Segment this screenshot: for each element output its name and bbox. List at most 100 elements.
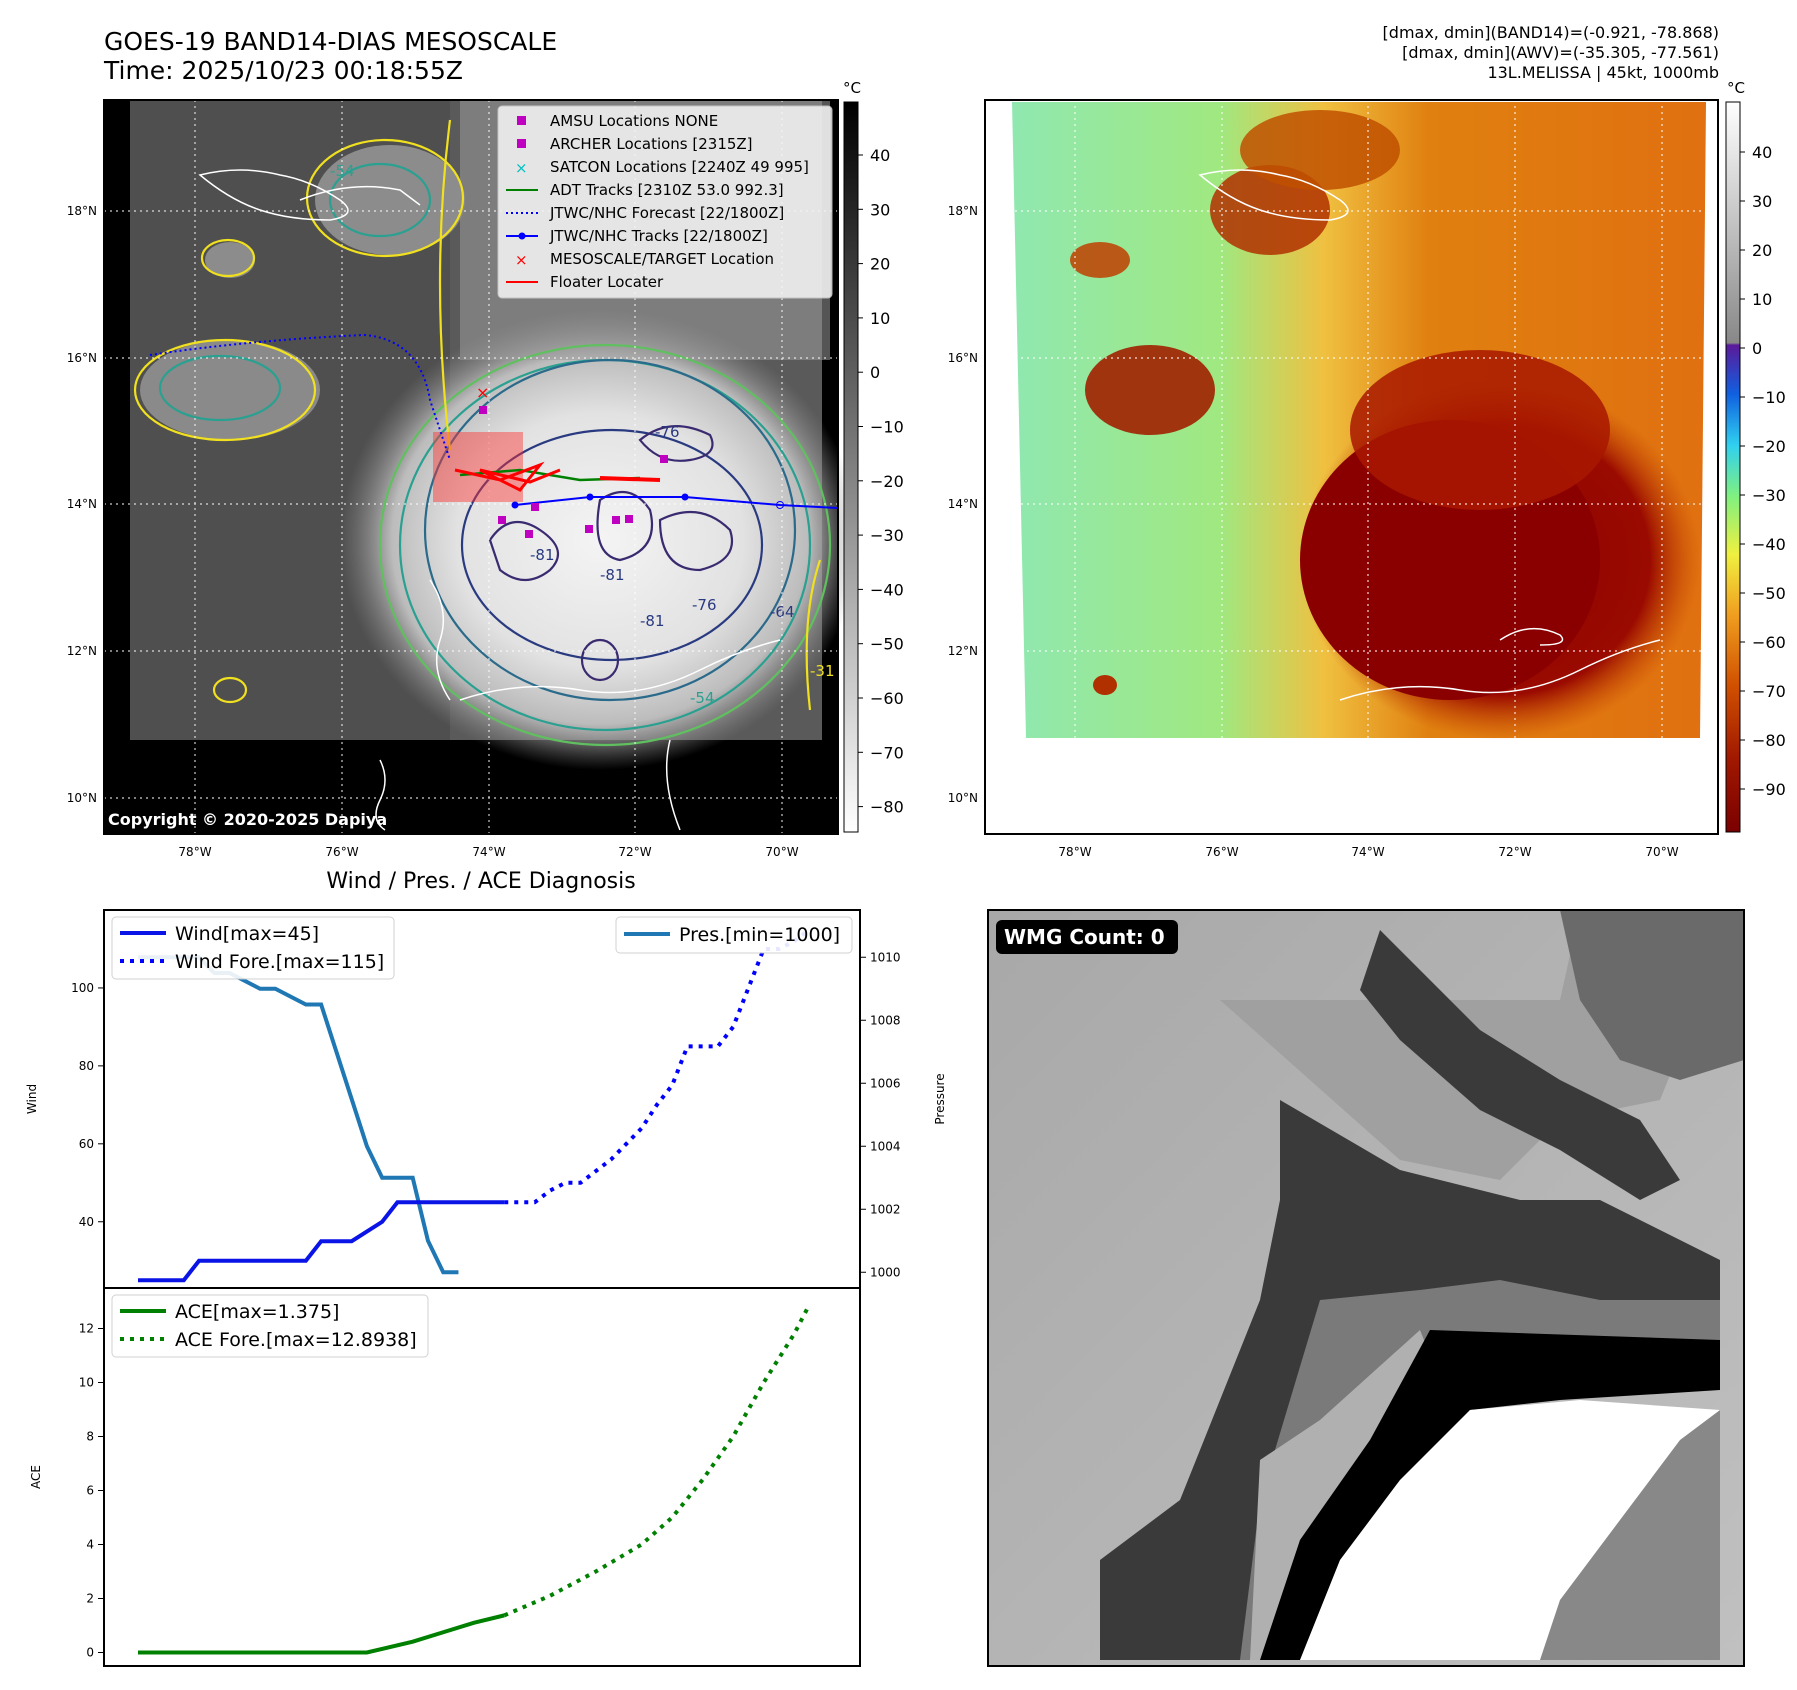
colorbar-tick-label: −80	[870, 798, 904, 817]
lon-label: 70°W	[765, 845, 798, 859]
contour-label: -31	[810, 662, 835, 680]
wind-legend: Wind[max=45] Wind Fore.[max=115]	[111, 916, 395, 980]
colorbar-tick-label: 0	[870, 363, 880, 382]
colorbar-tick-label: −50	[870, 635, 904, 654]
lon-label: 72°W	[618, 845, 651, 859]
wind-ytick-label: 60	[79, 1137, 94, 1151]
diagnosis-title: Wind / Pres. / ACE Diagnosis	[326, 869, 635, 894]
colorbar-tick-label: 40	[870, 146, 890, 165]
ace-ytick-label: 0	[86, 1646, 94, 1660]
legend-label: MESOSCALE/TARGET Location	[550, 250, 774, 268]
info-awv-range: [dmax, dmin](AWV)=(-35.305, -77.561)	[1402, 43, 1719, 62]
colorbar-tick-label: 10	[870, 309, 890, 328]
lon-label: 72°W	[1498, 845, 1531, 859]
lat-label: 14°N	[67, 497, 97, 511]
ace-ytick-label: 2	[86, 1592, 94, 1606]
colorbar-tick-label: −70	[1752, 682, 1786, 701]
legend-label: Floater Locater	[550, 273, 664, 291]
contour-label: -76	[655, 423, 680, 441]
colorbar-tick-label: −10	[870, 418, 904, 437]
colorbar-ir: °C 40 30 20 10 0 −10 −20 −30 −40 −50 −60 −70 −80	[843, 79, 904, 833]
colorbar-tick-label: −70	[870, 743, 904, 762]
lon-label: 70°W	[1645, 845, 1678, 859]
lat-label: 12°N	[948, 644, 978, 658]
ace-ytick-label: 4	[86, 1538, 94, 1552]
legend-symbol	[506, 232, 538, 240]
legend-symbol: ×	[515, 251, 528, 269]
figure-time: Time: 2025/10/23 00:18:55Z	[104, 56, 463, 85]
lon-label: 76°W	[1205, 845, 1238, 859]
legend-label: JTWC/NHC Tracks [22/1800Z]	[549, 227, 768, 245]
colorbar-tick-label: 10	[1752, 290, 1772, 309]
pressure-ytick-label: 1006	[870, 1076, 901, 1090]
colorbar-tick-label: 30	[870, 200, 890, 219]
legend-symbol	[517, 139, 526, 148]
wind-ytick-label: 40	[79, 1215, 94, 1229]
colorbar-tick-label: −20	[1752, 437, 1786, 456]
pressure-ytick-label: 1002	[870, 1202, 901, 1216]
legend-label: Wind[max=45]	[175, 923, 319, 945]
pressure-legend: Pres.[min=1000]	[615, 916, 853, 954]
wind-pressure-chart: 40 60 80 100 1000 1002 1004 1006 1008 1010 Wind[ma…	[25, 909, 947, 1289]
colorbar-tick-label: 40	[1752, 143, 1772, 162]
colorbar-tick-label: −20	[870, 472, 904, 491]
wind-ytick-label: 80	[79, 1059, 94, 1073]
lat-label: 14°N	[948, 497, 978, 511]
contour-label: -54	[330, 162, 355, 180]
colorbar-tick-label: −40	[1752, 535, 1786, 554]
ace-ytick-label: 10	[79, 1376, 94, 1390]
wmg-panel: WMG Count: 0	[987, 909, 1745, 1667]
lat-label: 16°N	[67, 351, 97, 365]
colorbar-tick-label: 30	[1752, 192, 1772, 211]
colorbar-tick-label: −80	[1752, 731, 1786, 750]
colorbar-tick-label: 0	[1752, 339, 1762, 358]
legend-symbol	[517, 116, 526, 125]
legend-label: ARCHER Locations [2315Z]	[550, 135, 753, 153]
ace-ylabel: ACE	[29, 1465, 43, 1489]
contour-label: -81	[640, 612, 665, 630]
contour-label: -81	[530, 546, 555, 564]
pressure-ytick-label: 1010	[870, 950, 901, 964]
lon-label: 74°W	[1351, 845, 1384, 859]
ace-ytick-label: 6	[86, 1484, 94, 1498]
info-storm: 13L.MELISSA | 45kt, 1000mb	[1487, 63, 1719, 82]
lat-label: 10°N	[67, 791, 97, 805]
ace-chart: 0 2 4 6 8 10 12 ACE[max=1.375] ACE Fore.[max=12.…	[29, 1287, 861, 1667]
contour-label: -54	[690, 689, 715, 707]
colorbar-unit: °C	[843, 79, 861, 97]
lon-label: 74°W	[472, 845, 505, 859]
colorbar-wv: °C 40 30 20 10 0 −10 −20 −30 −40 −50 −60 −70 −80 −90	[1725, 79, 1786, 833]
wind-series-line	[138, 1200, 505, 1283]
pressure-ytick-label: 1008	[870, 1013, 901, 1027]
colorbar-tick-label: −60	[1752, 633, 1786, 652]
colorbar-unit: °C	[1727, 79, 1745, 97]
wind-ylabel: Wind	[25, 1084, 39, 1114]
legend-label: ACE[max=1.375]	[175, 1301, 339, 1323]
lat-label: 18°N	[948, 204, 978, 218]
legend-label: JTWC/NHC Forecast [22/1800Z]	[549, 204, 784, 222]
lon-label: 78°W	[1058, 845, 1091, 859]
svg-text:×: ×	[515, 159, 528, 177]
legend-label: Wind Fore.[max=115]	[175, 951, 384, 973]
lon-label: 76°W	[325, 845, 358, 859]
ace-ytick-label: 12	[79, 1322, 94, 1336]
pressure-ytick-label: 1000	[870, 1265, 901, 1279]
legend-label: ACE Fore.[max=12.8938]	[175, 1329, 417, 1351]
legend-symbol: ×	[515, 159, 528, 177]
svg-text:×: ×	[476, 383, 489, 402]
legend-label: ADT Tracks [2310Z 53.0 992.3]	[550, 181, 784, 199]
lon-label: 78°W	[178, 845, 211, 859]
ace-series-line	[138, 1613, 505, 1655]
lat-label: 10°N	[948, 791, 978, 805]
colorbar-tick-label: −30	[1752, 486, 1786, 505]
ace-ytick-label: 8	[86, 1430, 94, 1444]
colorbar-tick-label: −10	[1752, 388, 1786, 407]
legend-label: SATCON Locations [2240Z 49 995]	[550, 158, 809, 176]
lat-label: 18°N	[67, 204, 97, 218]
info-band14-range: [dmax, dmin](BAND14)=(-0.921, -78.868)	[1382, 23, 1719, 42]
colorbar-tick-label: −40	[870, 580, 904, 599]
copyright: Copyright © 2020-2025 Dapiya	[108, 810, 387, 829]
wmg-count-label: WMG Count: 0	[1004, 925, 1165, 949]
colorbar-tick-label: 20	[1752, 241, 1772, 260]
